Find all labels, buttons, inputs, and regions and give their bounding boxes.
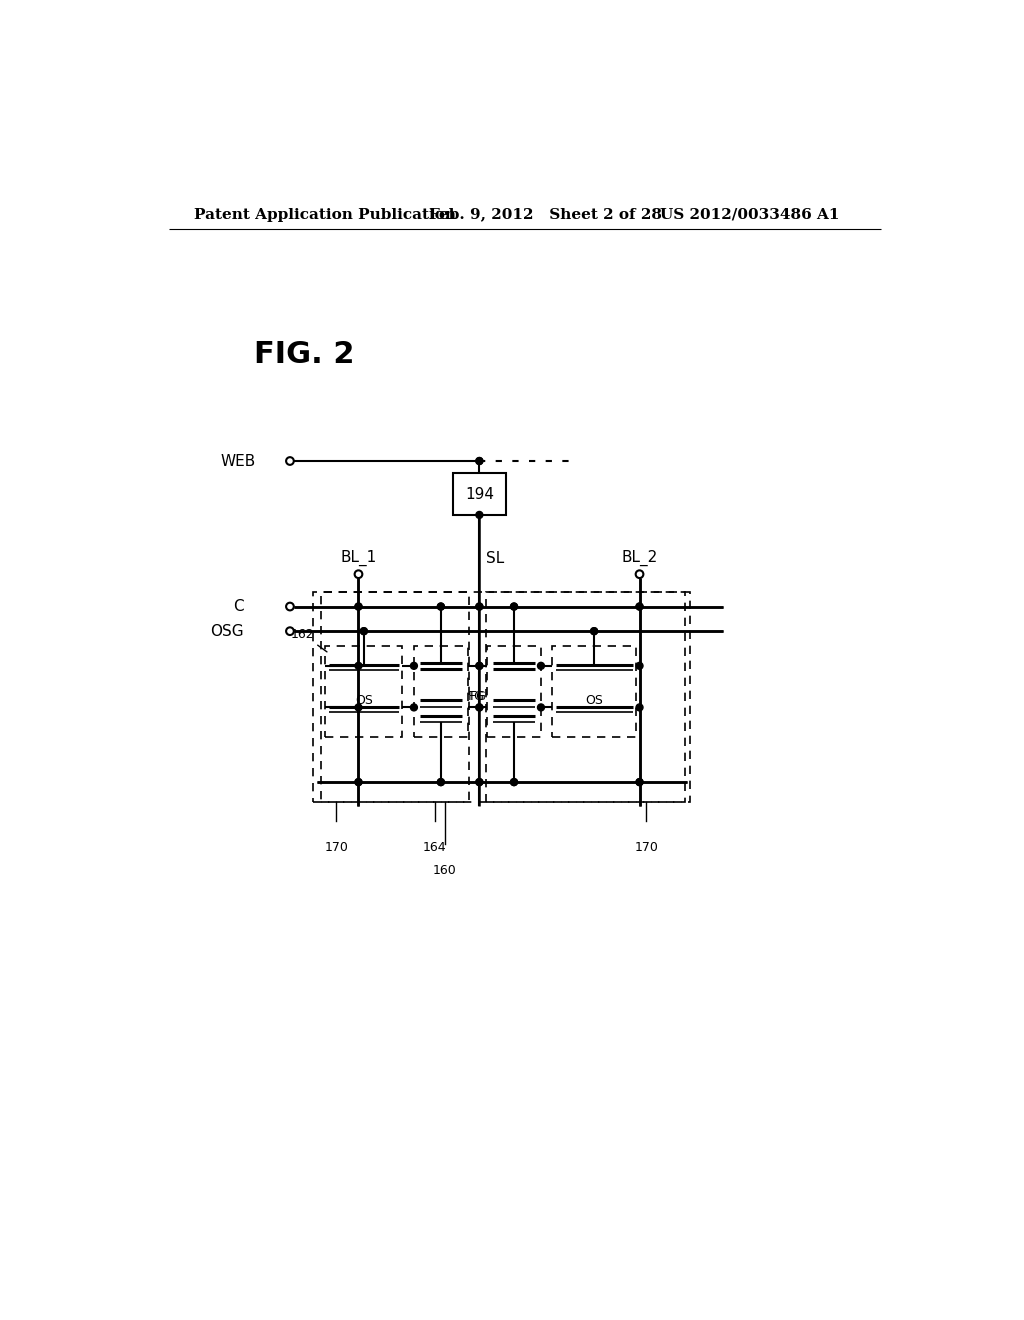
- Circle shape: [411, 663, 418, 669]
- Text: Patent Application Publication: Patent Application Publication: [194, 207, 456, 222]
- Circle shape: [476, 603, 483, 610]
- Circle shape: [437, 779, 444, 785]
- Text: FIG. 2: FIG. 2: [254, 341, 354, 370]
- Text: FG: FG: [470, 690, 487, 704]
- Circle shape: [636, 663, 643, 669]
- Circle shape: [636, 779, 643, 785]
- Circle shape: [355, 663, 361, 669]
- Circle shape: [286, 457, 294, 465]
- Bar: [487, 645, 541, 738]
- Circle shape: [538, 663, 545, 669]
- Circle shape: [636, 779, 643, 785]
- Circle shape: [511, 779, 517, 785]
- Text: OSG: OSG: [210, 623, 244, 639]
- Text: OS: OS: [355, 694, 373, 708]
- Text: 170: 170: [635, 841, 658, 854]
- Circle shape: [591, 628, 598, 635]
- Circle shape: [437, 603, 444, 610]
- Circle shape: [286, 627, 294, 635]
- Circle shape: [476, 511, 483, 519]
- Circle shape: [476, 704, 483, 711]
- Circle shape: [476, 663, 483, 669]
- Circle shape: [511, 779, 517, 785]
- Circle shape: [355, 603, 361, 610]
- Circle shape: [636, 603, 643, 610]
- Circle shape: [411, 704, 418, 711]
- Circle shape: [355, 603, 361, 610]
- Circle shape: [636, 603, 643, 610]
- Circle shape: [476, 704, 483, 711]
- Bar: [552, 645, 637, 738]
- Text: BL_2: BL_2: [622, 550, 657, 566]
- Text: 164: 164: [423, 841, 446, 854]
- Text: US 2012/0033486 A1: US 2012/0033486 A1: [660, 207, 840, 222]
- Circle shape: [437, 779, 444, 785]
- Circle shape: [476, 663, 483, 669]
- Bar: [321, 591, 469, 803]
- Circle shape: [476, 458, 483, 465]
- Text: Feb. 9, 2012   Sheet 2 of 28: Feb. 9, 2012 Sheet 2 of 28: [429, 207, 663, 222]
- Circle shape: [636, 570, 643, 578]
- Text: 194: 194: [465, 487, 494, 502]
- Circle shape: [476, 779, 483, 785]
- Circle shape: [355, 779, 361, 785]
- Bar: [486, 591, 685, 803]
- Text: 160: 160: [433, 863, 457, 876]
- Circle shape: [538, 704, 545, 711]
- Bar: [326, 645, 402, 738]
- Text: 162: 162: [291, 628, 327, 652]
- Bar: [414, 645, 468, 738]
- Circle shape: [511, 603, 517, 610]
- Text: SL: SL: [485, 550, 504, 565]
- Circle shape: [636, 704, 643, 711]
- Bar: [454, 474, 506, 515]
- Circle shape: [476, 603, 483, 610]
- Circle shape: [476, 458, 483, 465]
- Circle shape: [476, 779, 483, 785]
- Text: WEB: WEB: [220, 454, 255, 469]
- Circle shape: [286, 603, 294, 610]
- Bar: [313, 591, 690, 803]
- Text: FG: FG: [468, 690, 484, 704]
- Circle shape: [355, 779, 361, 785]
- Circle shape: [591, 628, 598, 635]
- Circle shape: [360, 628, 368, 635]
- Circle shape: [354, 570, 362, 578]
- Circle shape: [437, 603, 444, 610]
- Text: C: C: [233, 599, 244, 614]
- Circle shape: [360, 628, 368, 635]
- Circle shape: [355, 704, 361, 711]
- Text: OS: OS: [585, 694, 603, 708]
- Circle shape: [511, 603, 517, 610]
- Text: BL_1: BL_1: [340, 550, 377, 566]
- Text: 170: 170: [325, 841, 348, 854]
